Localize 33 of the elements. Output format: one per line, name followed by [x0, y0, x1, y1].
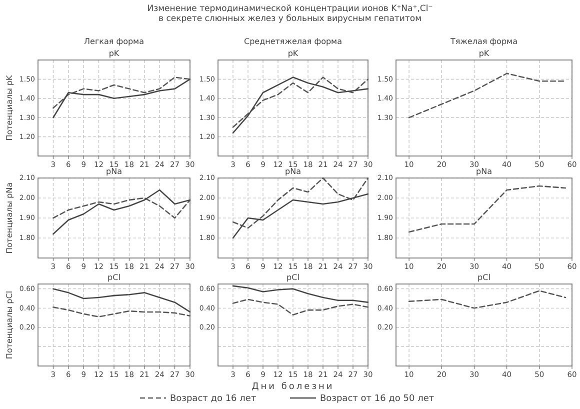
chart-title: pCl	[478, 273, 490, 282]
line-series	[232, 285, 369, 303]
chart-title: pK	[108, 49, 120, 58]
text: Изменение термодинамической концентрации ионов K⁺Na⁺,Cl⁻	[147, 4, 433, 14]
line-series	[232, 193, 369, 239]
chart-subtitle: Легкая форма	[84, 37, 144, 46]
legend-label: Возраст до 16 лет	[170, 394, 256, 404]
line-series	[232, 177, 369, 229]
y-axis-title: Потенциалы pK	[5, 74, 14, 141]
chart-title: pNa	[285, 167, 302, 176]
chart-subtitle: Тяжелая форма	[450, 37, 518, 46]
line-series	[52, 306, 191, 318]
text: в секрете слюнных желез у больных вирусным гепатитом	[158, 14, 422, 24]
y-axis-title: Потенциалы pNa	[5, 182, 14, 254]
line-series	[52, 76, 191, 109]
chart-title: pK	[478, 49, 490, 58]
chart-title: pNa	[106, 167, 122, 176]
chart-title: pK	[288, 49, 299, 58]
chart-title: pNa	[476, 167, 492, 176]
line-series	[52, 189, 191, 235]
line-series	[408, 185, 566, 233]
line-series	[52, 288, 191, 313]
line-series	[52, 78, 191, 118]
line-series	[52, 197, 191, 219]
line-series	[408, 290, 566, 309]
x-axis-title: Дни болезни	[252, 382, 334, 392]
legend-label: Возраст от 16 до 50 лет	[320, 394, 434, 404]
chart-title: pCl	[108, 273, 120, 282]
y-axis-title: Потенциалы pCl	[5, 290, 14, 360]
chart-subtitle: Среднетяжелая форма	[244, 37, 342, 46]
chart-title: pCl	[286, 273, 300, 282]
line-series	[232, 298, 369, 316]
line-series	[408, 72, 566, 118]
